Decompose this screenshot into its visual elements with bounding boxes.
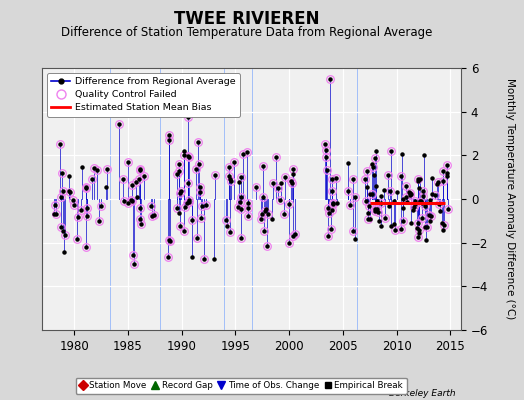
Text: TWEE RIVIEREN: TWEE RIVIEREN — [173, 10, 319, 28]
Text: Difference of Station Temperature Data from Regional Average: Difference of Station Temperature Data f… — [61, 26, 432, 39]
Legend: Difference from Regional Average, Quality Control Failed, Estimated Station Mean: Difference from Regional Average, Qualit… — [47, 73, 241, 117]
Legend: Station Move, Record Gap, Time of Obs. Change, Empirical Break: Station Move, Record Gap, Time of Obs. C… — [75, 378, 407, 394]
Y-axis label: Monthly Temperature Anomaly Difference (°C): Monthly Temperature Anomaly Difference (… — [505, 78, 515, 320]
Text: Berkeley Earth: Berkeley Earth — [389, 389, 456, 398]
